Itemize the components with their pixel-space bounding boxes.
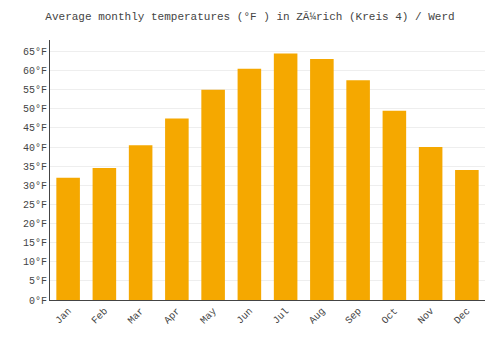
svg-text:Jul: Jul bbox=[271, 306, 292, 327]
svg-text:Oct: Oct bbox=[380, 306, 401, 327]
svg-text:60°F: 60°F bbox=[23, 66, 47, 77]
svg-text:Jun: Jun bbox=[235, 306, 256, 327]
svg-text:55°F: 55°F bbox=[23, 85, 47, 96]
svg-text:Aug: Aug bbox=[307, 306, 328, 327]
svg-text:25°F: 25°F bbox=[23, 200, 47, 211]
svg-text:30°F: 30°F bbox=[23, 181, 47, 192]
svg-text:45°F: 45°F bbox=[23, 123, 47, 134]
svg-text:Dec: Dec bbox=[452, 306, 473, 327]
svg-text:50°F: 50°F bbox=[23, 104, 47, 115]
svg-text:20°F: 20°F bbox=[23, 219, 47, 230]
svg-text:15°F: 15°F bbox=[23, 238, 47, 249]
svg-text:Average monthly temperatures (: Average monthly temperatures (°F ) in ZÃ… bbox=[45, 11, 454, 23]
svg-text:Mar: Mar bbox=[126, 306, 147, 327]
svg-text:10°F: 10°F bbox=[23, 257, 47, 268]
svg-text:May: May bbox=[198, 306, 219, 327]
svg-text:Feb: Feb bbox=[90, 306, 111, 327]
svg-text:Sep: Sep bbox=[343, 306, 364, 327]
svg-text:35°F: 35°F bbox=[23, 162, 47, 173]
svg-text:Nov: Nov bbox=[416, 306, 437, 327]
svg-text:Jan: Jan bbox=[53, 306, 74, 327]
svg-text:5°F: 5°F bbox=[29, 276, 47, 287]
svg-text:40°F: 40°F bbox=[23, 143, 47, 154]
svg-text:0°F: 0°F bbox=[29, 296, 47, 307]
svg-text:65°F: 65°F bbox=[23, 47, 47, 58]
svg-text:Apr: Apr bbox=[162, 306, 183, 327]
